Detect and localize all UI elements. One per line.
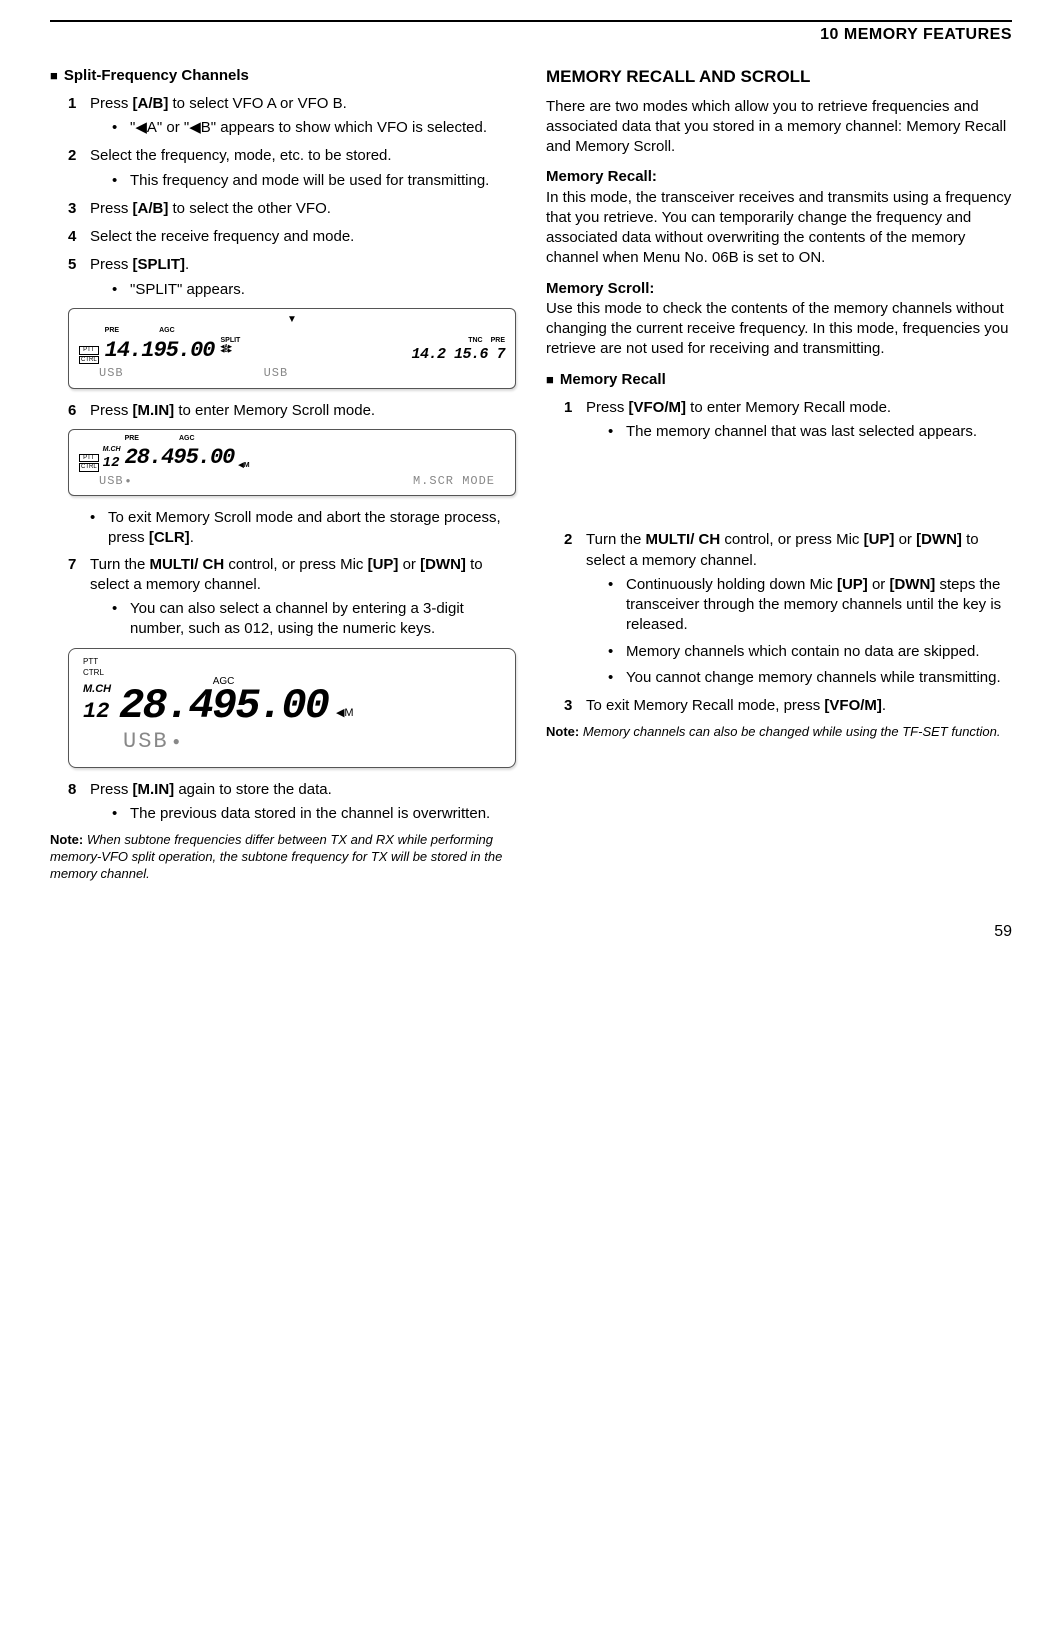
lcd-indicators: PTT CTRL — [79, 454, 99, 473]
memory-scroll-para: Memory Scroll: Use this mode to check th… — [546, 279, 1012, 360]
triangle-down-icon: ▼ — [79, 313, 505, 327]
memory-recall-para: Memory Recall: In this mode, the transce… — [546, 167, 1012, 268]
step-1-bullet: "◀A" or "◀B" appears to show which VFO i… — [112, 118, 516, 138]
step-3: 3 Press [A/B] to select the other VFO. — [68, 199, 516, 219]
step-1: 1 Press [A/B] to select VFO A or VFO B. … — [68, 94, 516, 139]
left-steps-cont3: 8 Press [M.IN] again to store the data. … — [50, 780, 516, 825]
r-step-2-bullet-3: You cannot change memory channels while … — [608, 668, 1012, 688]
left-steps-cont2: 7 Turn the MULTI/ CH control, or press M… — [50, 555, 516, 640]
step-2-bullet: This frequency and mode will be used for… — [112, 171, 516, 191]
step-6: 6 Press [M.IN] to enter Memory Scroll mo… — [68, 401, 516, 421]
square-bullet: ■ — [50, 68, 58, 83]
lcd-main-freq: 14.195.00 — [105, 336, 215, 366]
lcd-indicators: PTT CTRL — [79, 346, 99, 365]
r-step-2-bullet-2: Memory channels which contain no data ar… — [608, 642, 1012, 662]
lcd-indicators: PTT CTRL — [83, 657, 111, 679]
lcd-display-mscroll: PTT CTRL M.CH 12 PREAGC 28.495.00 ◀M USB… — [68, 429, 516, 496]
right-note: Note: Memory channels can also be change… — [546, 724, 1012, 741]
left-steps: 1 Press [A/B] to select VFO A or VFO B. … — [50, 94, 516, 300]
r-step-1: 1 Press [VFO/M] to enter Memory Recall m… — [564, 398, 1012, 443]
step-2: 2 Select the frequency, mode, etc. to be… — [68, 146, 516, 191]
right-main-heading: MEMORY RECALL AND SCROLL — [546, 66, 1012, 89]
step-7: 7 Turn the MULTI/ CH control, or press M… — [68, 555, 516, 640]
content-columns: ■Split-Frequency Channels 1 Press [A/B] … — [50, 60, 1012, 891]
r-step-3: 3 To exit Memory Recall mode, press [VFO… — [564, 696, 1012, 716]
lcd-main-freq: 28.495.00 — [125, 443, 235, 473]
chapter-title: 10 MEMORY FEATURES — [820, 26, 1012, 43]
step-8: 8 Press [M.IN] again to store the data. … — [68, 780, 516, 825]
step-4: 4 Select the receive frequency and mode. — [68, 227, 516, 247]
lcd-display-split: ▼ PTT CTRL PREAGC 14.195.00 SPLIT ◀A▶ ◀B… — [68, 308, 516, 389]
lcd-big-freq: 28.495.00 — [119, 685, 328, 727]
left-arrow-icon: ◀ — [135, 119, 147, 136]
r-step-2-bullet-1: Continuously holding down Mic [UP] or [D… — [608, 575, 1012, 636]
right-intro: There are two modes which allow you to r… — [546, 97, 1012, 158]
lcd-sub-freq: 14.2 15.6 7 — [411, 345, 505, 365]
square-bullet: ■ — [546, 372, 554, 387]
step-8-bullet: The previous data stored in the channel … — [112, 804, 516, 824]
left-subheading: ■Split-Frequency Channels — [50, 66, 516, 86]
step-5: 5 Press [SPLIT]. "SPLIT" appears. — [68, 255, 516, 300]
step-7-bullet: You can also select a channel by enterin… — [112, 599, 516, 640]
right-column: MEMORY RECALL AND SCROLL There are two m… — [546, 60, 1012, 891]
r-step-2: 2 Turn the MULTI/ CH control, or press M… — [564, 530, 1012, 688]
left-column: ■Split-Frequency Channels 1 Press [A/B] … — [50, 60, 516, 891]
lcd-display-big: PTT CTRL M.CH 12 AGC 28.495.00 ◀M USB ● — [68, 648, 516, 768]
left-steps-cont: 6 Press [M.IN] to enter Memory Scroll mo… — [50, 401, 516, 421]
right-steps: 1 Press [VFO/M] to enter Memory Recall m… — [546, 398, 1012, 443]
left-note: Note: When subtone frequencies differ be… — [50, 832, 516, 883]
r-step-1-bullet: The memory channel that was last selecte… — [608, 422, 1012, 442]
step-6-bullet: To exit Memory Scroll mode and abort the… — [90, 508, 516, 549]
page-number: 59 — [50, 921, 1012, 943]
step-5-bullet: "SPLIT" appears. — [112, 280, 516, 300]
right-steps-cont: 2 Turn the MULTI/ CH control, or press M… — [546, 530, 1012, 716]
right-subheading: ■Memory Recall — [546, 370, 1012, 390]
lcd-placeholder-space — [546, 450, 1012, 530]
chapter-header: 10 MEMORY FEATURES — [50, 20, 1012, 46]
left-arrow-icon: ◀ — [189, 119, 201, 136]
